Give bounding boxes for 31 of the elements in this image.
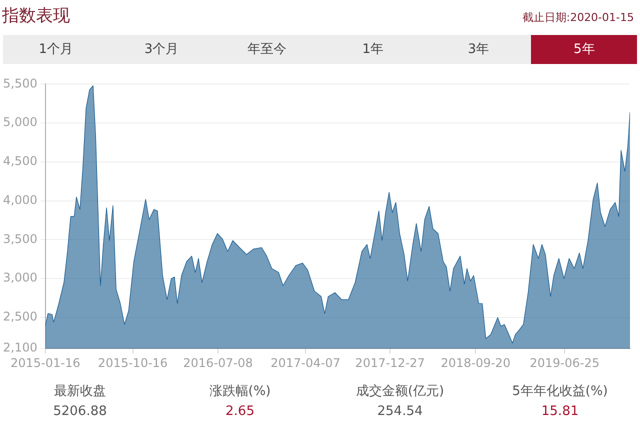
text: 3年 — [466, 41, 490, 59]
y-tick-label: 4,000 — [2, 192, 38, 207]
text: 1个月 — [38, 41, 74, 59]
text: 成交金额(亿元) — [354, 383, 446, 400]
text: 5年年化收益(%) — [511, 383, 609, 400]
text: 2.65 — [224, 404, 256, 419]
text: 15.81 — [540, 404, 580, 419]
text: 年至今 — [246, 41, 288, 59]
text: 最新收盘 — [53, 383, 107, 400]
text: 3个月 — [143, 41, 180, 59]
x-tick-label: 2015-01-16 — [10, 356, 80, 370]
text: 254.54 — [376, 404, 424, 419]
y-tick-label: 5,500 — [2, 76, 38, 90]
text: 5年 — [531, 35, 638, 64]
y-tick-label: 4,500 — [2, 154, 38, 168]
text: 5206.88 — [52, 404, 108, 419]
x-tick-label: 2016-07-08 — [183, 356, 253, 370]
y-tick-label: 5,000 — [2, 115, 38, 130]
x-tick-label: 2015-10-16 — [98, 356, 168, 370]
y-tick-label: 2,500 — [2, 310, 38, 324]
text: 涨跌幅(%) — [208, 383, 272, 400]
y-tick-label: 3,500 — [2, 232, 38, 246]
chart-title: 指数表现 — [2, 5, 70, 27]
text: 截止日期:2020-01-15 — [522, 10, 634, 25]
text: 1年 — [361, 41, 384, 59]
y-tick-label: 3,000 — [2, 270, 38, 285]
x-tick-label: 2018-09-20 — [440, 356, 510, 370]
x-tick-label: 2017-12-27 — [355, 356, 425, 370]
y-tick-label: 2,100 — [2, 340, 38, 355]
x-tick-label: 2019-06-25 — [530, 356, 600, 370]
x-tick-label: 2017-04-07 — [270, 356, 340, 370]
